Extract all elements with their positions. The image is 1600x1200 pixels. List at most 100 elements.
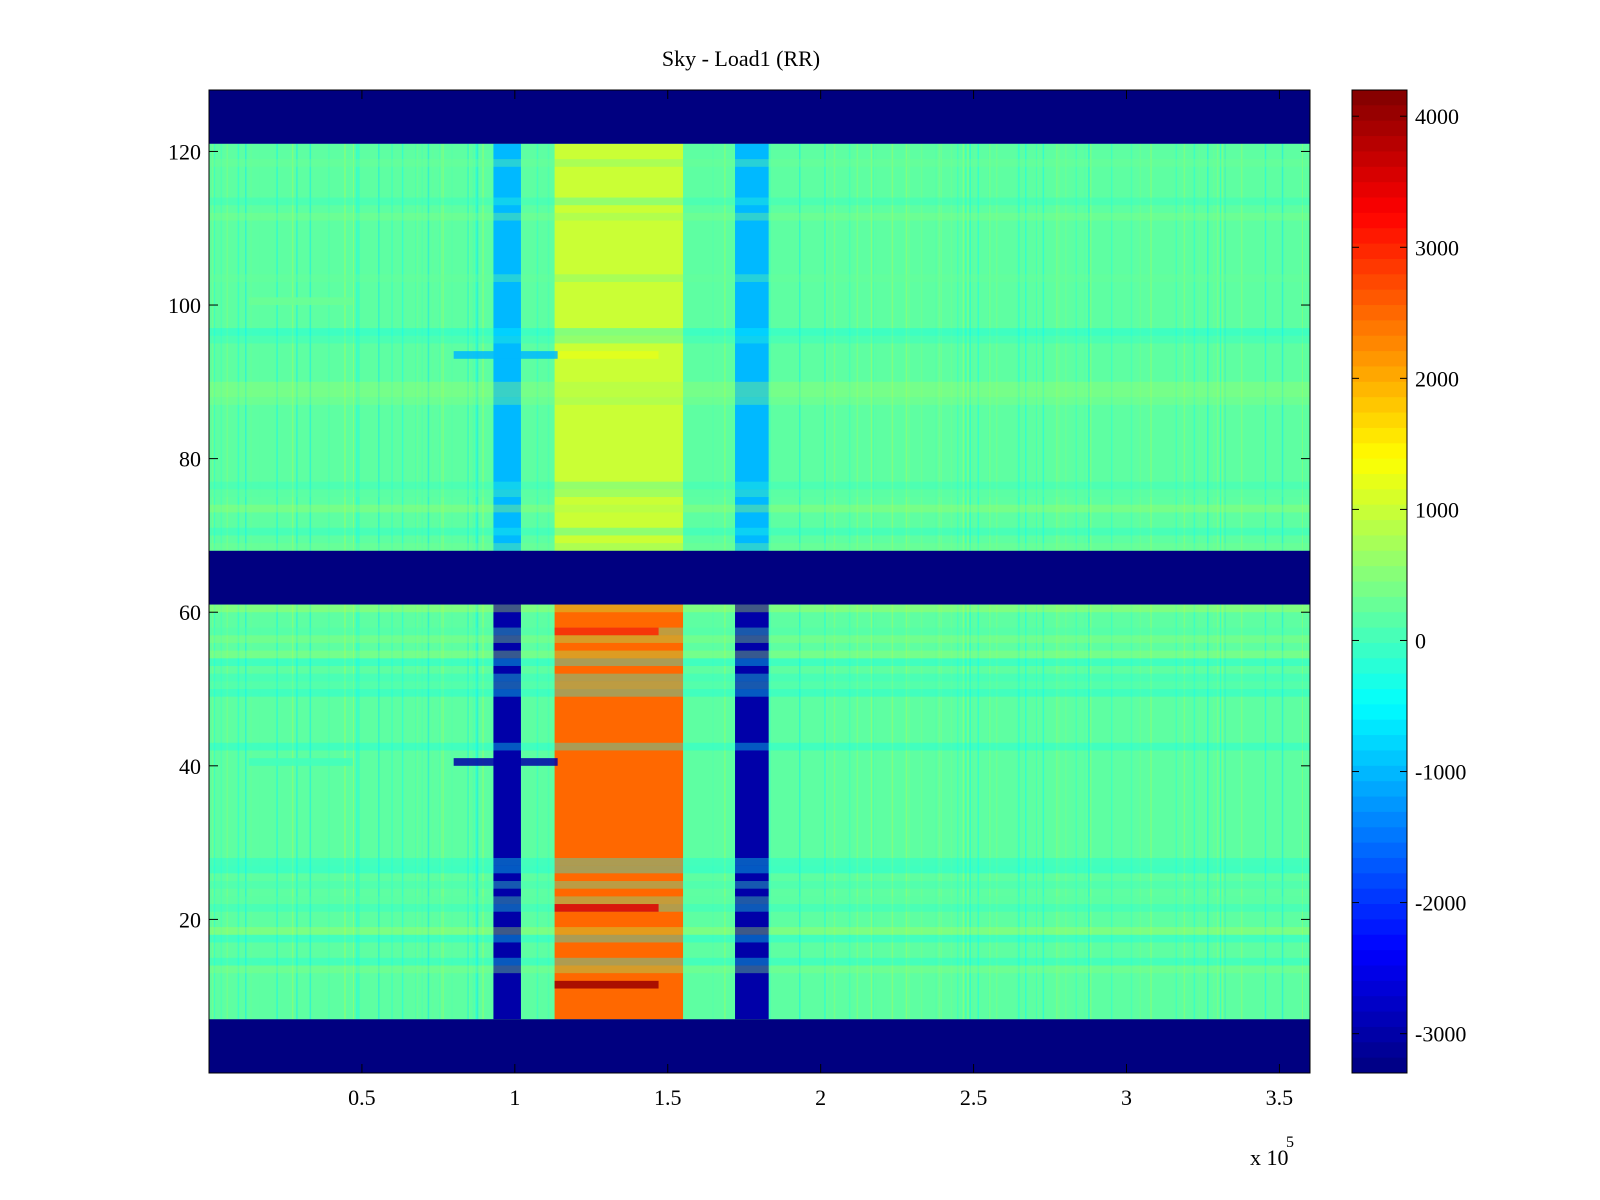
heatmap-row [209, 927, 1310, 935]
band-upper-0 [493, 143, 521, 551]
y-axis: 20 40 60 80 100 120 [168, 139, 1310, 932]
x-tick-label: 2 [815, 1085, 826, 1110]
masked-band-2 [209, 90, 1310, 144]
heatmap-cell [554, 351, 659, 359]
heatmap-row [209, 965, 1310, 974]
heatmap-cell [453, 758, 558, 766]
heatmap-cell [248, 297, 353, 306]
colorbar-tick-label: -3000 [1415, 1022, 1466, 1047]
colorbar-step [1352, 136, 1407, 152]
heatmap-row [209, 650, 1310, 659]
colorbar-step [1352, 627, 1407, 644]
colorbar-step [1352, 443, 1407, 460]
y-tick-label: 100 [168, 293, 201, 318]
y-tick-label: 120 [168, 139, 201, 164]
colorbar-step [1352, 151, 1407, 168]
colorbar-tick-label: -1000 [1415, 760, 1466, 785]
colorbar-step [1352, 566, 1407, 582]
colorbar-step [1352, 642, 1407, 659]
heatmap-row [209, 857, 1310, 866]
colorbar-step [1352, 320, 1407, 337]
x-tick-label: 3 [1121, 1085, 1132, 1110]
colorbar-step [1352, 704, 1407, 721]
heatmap-row [209, 481, 1310, 490]
colorbar-step [1352, 719, 1407, 736]
colorbar-step [1352, 351, 1407, 367]
colorbar-step [1352, 105, 1407, 122]
colorbar-step [1352, 166, 1407, 183]
x-multiplier: x 10 5 [1250, 1134, 1294, 1170]
colorbar: 4000 3000 2000 1000 0 -1000 -2000 -3000 [1351, 89, 1466, 1074]
heatmap-row [209, 658, 1310, 666]
heatmap-row [209, 865, 1310, 874]
heatmap-row [209, 335, 1310, 344]
heatmap-row [209, 904, 1310, 912]
colorbar-step [1352, 996, 1407, 1013]
heatmap-cell [453, 351, 558, 359]
colorbar-step [1352, 658, 1407, 675]
x-tick-label: 1.5 [654, 1085, 682, 1110]
colorbar-step [1352, 550, 1407, 567]
colorbar-step [1352, 520, 1407, 536]
heatmap-row [209, 381, 1310, 390]
band-lower-2 [735, 604, 769, 1020]
masked-band-1 [209, 550, 1310, 605]
y-tick-label: 40 [179, 754, 201, 779]
heatmap-row [209, 504, 1310, 513]
colorbar-step [1352, 305, 1407, 321]
colorbar-tick-label: 1000 [1415, 497, 1459, 522]
band-lower-0 [493, 604, 521, 1020]
colorbar-step [1352, 857, 1407, 874]
heatmap-cell [554, 904, 659, 912]
colorbar-step [1352, 735, 1407, 751]
heatmap-row [209, 689, 1310, 697]
colorbar-step [1352, 965, 1407, 982]
colorbar-step [1352, 689, 1407, 705]
colorbar-step [1352, 873, 1407, 890]
colorbar-step [1352, 289, 1407, 306]
colorbar-tick-label: 4000 [1415, 104, 1459, 129]
x-tick-label: 3.5 [1266, 1085, 1294, 1110]
colorbar-step [1352, 950, 1407, 966]
heatmap-cell [248, 758, 353, 766]
colorbar-step [1352, 827, 1407, 844]
x-tick-label: 1 [509, 1085, 520, 1110]
chart-title: Sky - Load1 (RR) [662, 46, 820, 71]
heatmap-row [209, 896, 1310, 905]
colorbar-step [1352, 1026, 1407, 1043]
colorbar-step [1352, 397, 1407, 414]
x-axis: 0.5 1 1.5 2 2.5 3 3.5 [348, 90, 1293, 1110]
colorbar-step [1352, 781, 1407, 798]
colorbar-step [1352, 335, 1407, 352]
heatmap-row [209, 604, 1310, 613]
colorbar-tick-label: -2000 [1415, 891, 1466, 916]
colorbar-step [1352, 796, 1407, 813]
heatmap-row [209, 527, 1310, 536]
colorbar-step [1352, 489, 1407, 506]
x-multiplier-exponent: 5 [1286, 1134, 1294, 1151]
colorbar-step [1352, 581, 1407, 598]
colorbar-step [1352, 1042, 1407, 1059]
masked-band-0 [209, 1019, 1310, 1073]
heatmap-row [209, 881, 1310, 889]
y-tick-label: 60 [179, 600, 201, 625]
colorbar-step [1352, 182, 1407, 199]
x-tick-label: 2.5 [960, 1085, 988, 1110]
colorbar-step [1352, 888, 1407, 905]
colorbar-frame [1351, 89, 1408, 1074]
heatmap-row [209, 742, 1310, 751]
colorbar-step [1352, 673, 1407, 690]
plot-frame [208, 89, 1311, 1074]
band-lower-1 [554, 604, 684, 1020]
colorbar-step [1352, 458, 1407, 475]
colorbar-step [1352, 366, 1407, 383]
heatmap-row [209, 957, 1310, 966]
colorbar-step [1352, 934, 1407, 951]
colorbar-step [1352, 504, 1407, 521]
band-upper-2 [735, 143, 769, 551]
colorbar-step [1352, 980, 1407, 997]
plot-area: 0.5 1 1.5 2 2.5 3 3.5 20 40 60 80 100 120 [168, 89, 1311, 1110]
heatmap-cell [554, 980, 659, 989]
heatmap-row [209, 543, 1310, 551]
